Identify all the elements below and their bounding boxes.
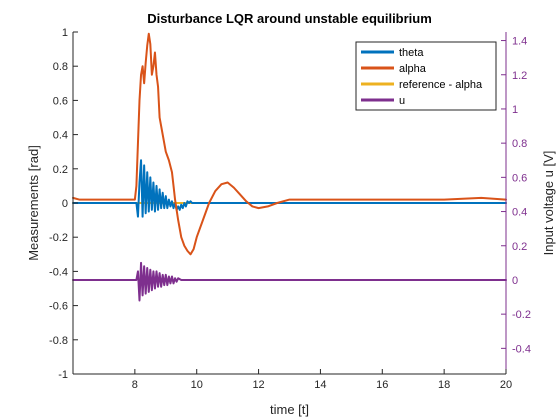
x-tick-label: 18 xyxy=(438,379,450,391)
y-right-tick-label: 0 xyxy=(512,275,518,287)
y-tick-label: -0.4 xyxy=(49,266,68,278)
y-tick-label: 0.6 xyxy=(53,95,68,107)
chart-title: Disturbance LQR around unstable equilibr… xyxy=(147,11,432,26)
series-line-alpha xyxy=(72,32,507,256)
y-right-tick-label: -0.2 xyxy=(512,309,531,321)
x-tick-label: 8 xyxy=(132,379,138,391)
legend-label: reference - alpha xyxy=(399,79,483,91)
y-tick-label: -0.2 xyxy=(49,232,68,244)
x-tick-label: 16 xyxy=(376,379,388,391)
x-tick-label: 10 xyxy=(191,379,203,391)
y-right-tick-label: 1.4 xyxy=(512,36,527,48)
y-axis-right-title: Input voltage u [V] xyxy=(541,151,556,256)
axes-layer: 8 10 12 14 16 18 20-1-0.8-0.6-0.4-0.200.20.40.… xyxy=(49,27,531,391)
y-tick-label: 1 xyxy=(62,27,68,39)
y-tick-label: 0.4 xyxy=(53,130,68,142)
y-right-tick-label: 0.2 xyxy=(512,241,527,253)
series-line-u xyxy=(72,261,507,302)
y-right-tick-label: 1.2 xyxy=(512,70,527,82)
y-right-tick-label: 0.6 xyxy=(512,172,527,184)
series-layer xyxy=(72,32,507,302)
x-tick-label: 14 xyxy=(314,379,326,391)
y-right-tick-label: 0.4 xyxy=(512,207,527,219)
series-line-theta xyxy=(72,159,507,218)
y-right-tick-label: 1 xyxy=(512,104,518,116)
legend-label: alpha xyxy=(399,63,427,75)
y-axis-title: Measurements [rad] xyxy=(26,145,41,261)
legend-label: u xyxy=(399,95,405,107)
y-tick-label: -0.6 xyxy=(49,301,68,313)
y-tick-label: 0.2 xyxy=(53,164,68,176)
y-right-tick-label: 0.8 xyxy=(512,138,527,150)
y-tick-label: -0.8 xyxy=(49,335,68,347)
x-axis-title: time [t] xyxy=(270,402,309,417)
y-tick-label: 0.8 xyxy=(53,61,68,73)
y-right-tick-label: -0.4 xyxy=(512,343,531,355)
legend-label: theta xyxy=(399,47,424,59)
legend: theta alpha reference - alpha u xyxy=(355,41,497,111)
y-tick-label: 0 xyxy=(62,198,68,210)
x-tick-label: 20 xyxy=(500,379,512,391)
x-tick-label: 12 xyxy=(252,379,264,391)
legend-items: theta alpha reference - alpha u xyxy=(361,47,483,107)
y-tick-label: -1 xyxy=(58,369,68,381)
